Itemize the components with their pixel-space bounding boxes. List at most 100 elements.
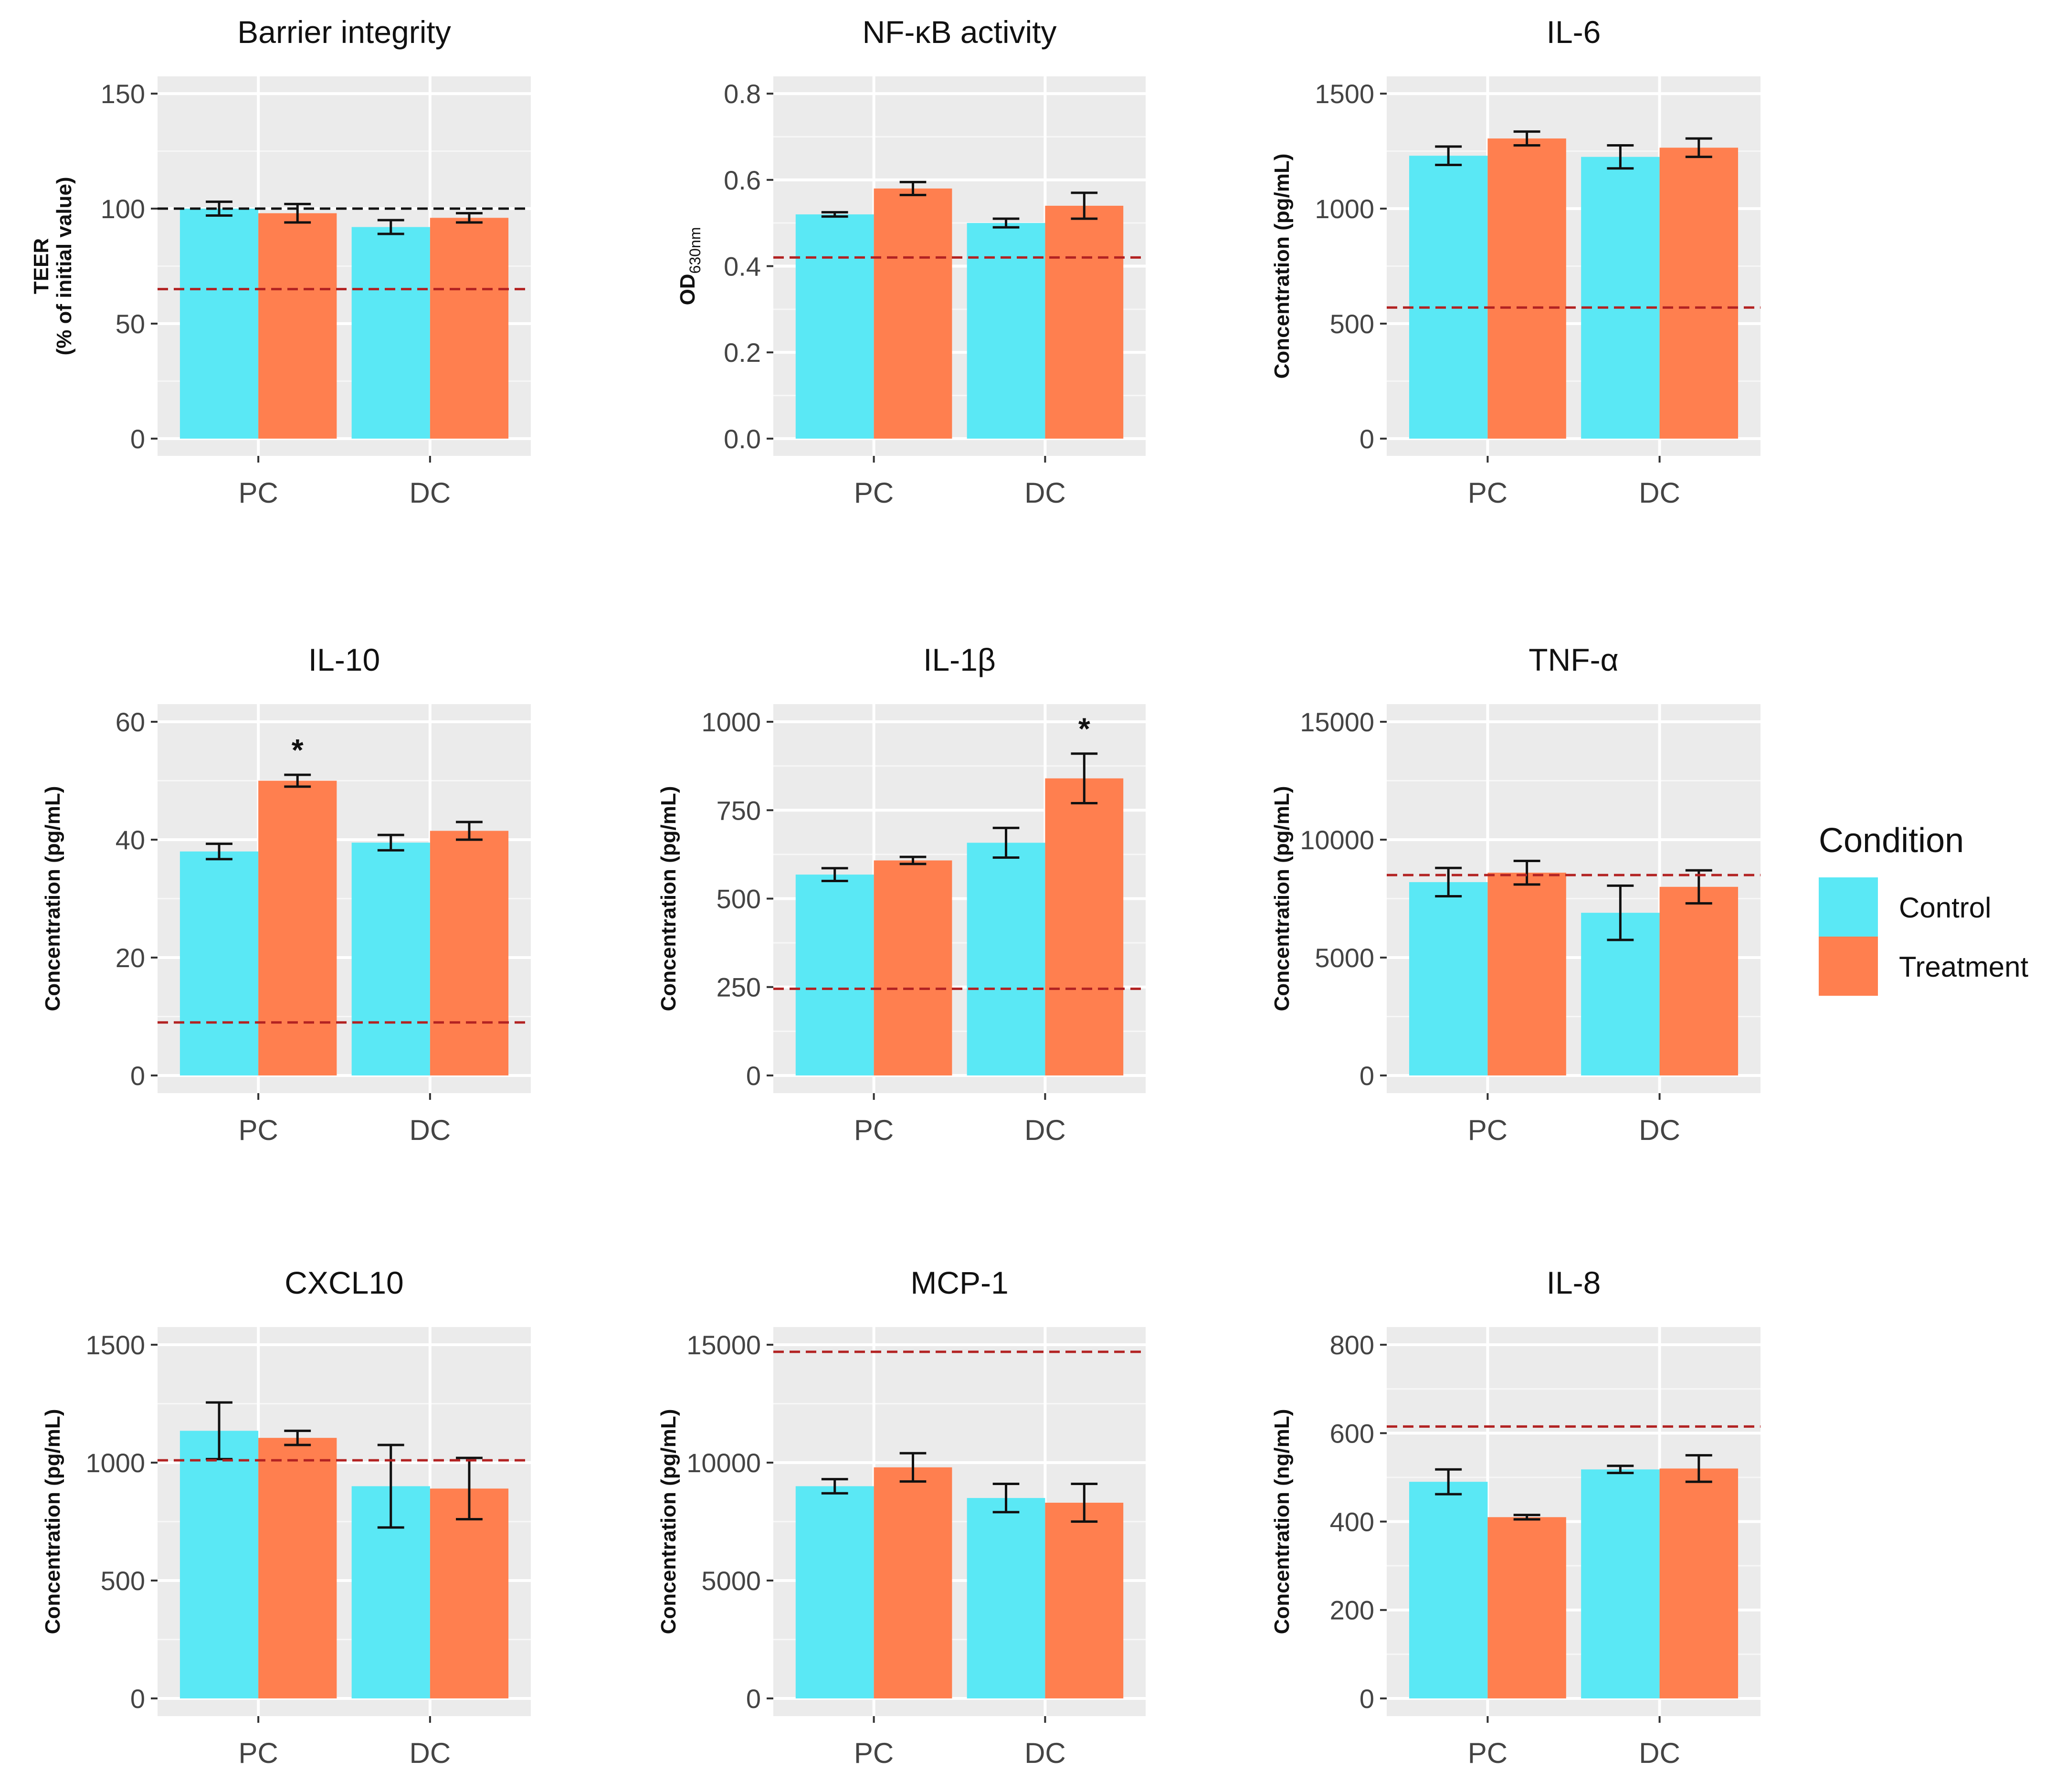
legend-title: Condition [1819, 822, 1964, 860]
y-tick-label: 0 [130, 1061, 145, 1091]
bar-treatment-pc [874, 1467, 952, 1698]
bar-treatment-pc [874, 860, 952, 1075]
y-tick-label: 200 [1330, 1595, 1374, 1625]
y-tick-label: 150 [101, 79, 145, 109]
bar-control-pc [179, 209, 259, 439]
y-tick-label: 15000 [1300, 707, 1374, 737]
y-tick-label: 0.8 [724, 79, 761, 109]
y-axis-label: Concentration (pg/mL) [657, 1409, 680, 1634]
y-axis-label: Concentration (pg/mL) [1270, 154, 1294, 379]
error-bar [899, 855, 927, 865]
error-bar [456, 1456, 483, 1521]
x-tick-label: DC [1024, 1114, 1066, 1146]
bar-treatment-dc [430, 1488, 509, 1698]
y-axis-label: Concentration (ng/mL) [1270, 1409, 1294, 1634]
y-axis-label: Concentration (pg/mL) [41, 786, 64, 1012]
panel-2: 0 500 1000 1500 PC DC IL-6 Concentration (pg/mL… [1270, 14, 1760, 509]
y-tick-label: 1500 [1315, 79, 1374, 109]
y-tick-label: 600 [1330, 1418, 1374, 1448]
y-tick-label: 5000 [1315, 943, 1374, 973]
error-bar [1607, 884, 1634, 941]
panel-7: 0 5000 10000 15000 PC DC MCP-1 Concentration (p… [657, 1265, 1146, 1769]
y-tick-label: 250 [717, 972, 761, 1002]
bar-treatment-dc [1659, 886, 1739, 1075]
error-bar [992, 217, 1020, 229]
error-bar [456, 212, 483, 224]
y-tick-label: 0 [130, 1684, 145, 1714]
bar-control-dc [351, 843, 430, 1075]
legend-swatch-treatment [1819, 937, 1878, 996]
panel-title: TNF-α [1528, 642, 1618, 677]
error-bar [899, 180, 927, 196]
y-tick-label: 1000 [701, 707, 761, 737]
x-tick-label: PC [854, 1114, 894, 1146]
y-tick-label: 40 [116, 825, 145, 855]
bar-treatment-dc [1045, 778, 1124, 1075]
x-tick-label: PC [238, 477, 278, 509]
error-bar [1685, 1454, 1712, 1483]
bar-treatment-pc [258, 1438, 337, 1698]
bar-control-pc [1409, 156, 1488, 439]
bar-control-pc [795, 1486, 874, 1698]
panel-0: 0 50 100 150 PC DC Barrier integrity TEER (% of … [30, 14, 531, 509]
panel-5: 0 5000 10000 15000 PC DC TNF-α Concentration (p… [1270, 642, 1760, 1146]
bar-control-pc [179, 1431, 259, 1698]
bar-control-pc [795, 214, 874, 439]
y-tick-label: 0 [746, 1061, 761, 1091]
error-bar [1607, 1465, 1634, 1475]
error-bar [206, 200, 232, 217]
x-tick-label: DC [1024, 477, 1066, 509]
y-tick-label: 800 [1330, 1330, 1374, 1360]
panel-title: IL-10 [308, 642, 380, 677]
y-tick-label: 500 [717, 884, 761, 914]
bar-control-dc [1581, 1469, 1660, 1698]
bar-treatment-dc [430, 218, 509, 439]
error-bar [1685, 137, 1712, 158]
error-bar [1435, 866, 1462, 898]
bar-control-dc [967, 843, 1045, 1075]
y-tick-label: 1000 [85, 1448, 145, 1478]
panel-title: CXCL10 [285, 1265, 403, 1300]
error-bar [284, 1429, 311, 1446]
x-tick-label: DC [1639, 1114, 1680, 1146]
error-bar [377, 219, 404, 235]
legend-label-control: Control [1899, 892, 1991, 924]
x-tick-label: PC [854, 1737, 894, 1769]
panel-title: Barrier integrity [237, 14, 451, 50]
x-tick-label: DC [1024, 1737, 1066, 1769]
bar-control-pc [1409, 1482, 1488, 1698]
y-tick-label: 500 [101, 1566, 145, 1596]
error-bar [377, 833, 404, 852]
error-bar [1513, 130, 1540, 147]
y-tick-label: 1000 [1315, 194, 1374, 224]
panel-4: 0 250 500 750 1000 PC DC * IL-1β Concentration (p… [657, 642, 1146, 1146]
y-tick-label: 0 [1360, 1061, 1374, 1091]
bar-treatment-pc [258, 213, 337, 439]
y-tick-label: 100 [101, 194, 145, 224]
y-tick-label: 0.6 [724, 165, 761, 195]
y-tick-label: 0.0 [724, 424, 761, 454]
y-tick-label: 5000 [701, 1566, 761, 1596]
error-bar [377, 1444, 404, 1529]
y-tick-label: 50 [116, 309, 145, 339]
bar-treatment-pc [1487, 873, 1566, 1075]
error-bar [1435, 1468, 1462, 1496]
y-tick-label: 0 [746, 1684, 761, 1714]
significance-marker: * [1078, 712, 1090, 746]
bar-treatment-dc [1659, 148, 1739, 439]
y-axis-label-line2: (% of initial value) [53, 177, 76, 355]
bar-treatment-pc [874, 188, 952, 439]
x-tick-label: PC [1468, 477, 1507, 509]
bar-treatment-dc [1659, 1468, 1739, 1698]
y-tick-label: 20 [116, 943, 145, 973]
bar-control-pc [1409, 882, 1488, 1075]
panel-title: NF-κB activity [862, 14, 1056, 50]
y-tick-label: 750 [717, 795, 761, 825]
error-bar [284, 202, 311, 224]
y-tick-label: 500 [1330, 309, 1374, 339]
y-tick-label: 0 [1360, 1684, 1374, 1714]
panel-3: 0 20 40 60 PC DC * IL-10 Concentration (pg/mL) [41, 642, 531, 1146]
error-bar [992, 1482, 1020, 1514]
y-tick-label: 0.2 [724, 337, 761, 368]
